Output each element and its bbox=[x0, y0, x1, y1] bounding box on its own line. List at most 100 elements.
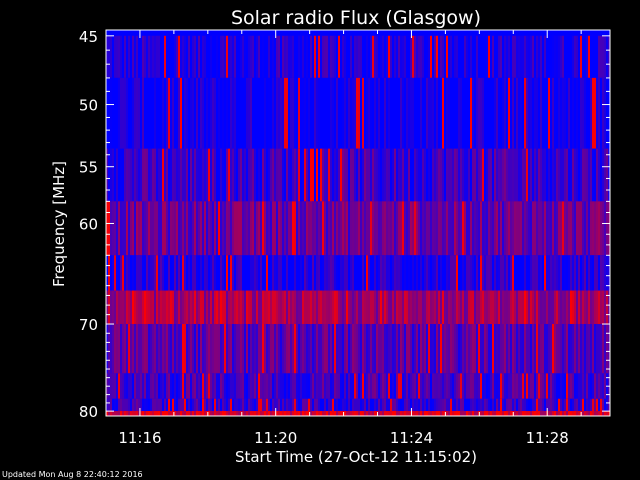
heatmap-cell bbox=[188, 201, 190, 255]
heatmap-cell bbox=[370, 201, 372, 255]
heatmap-cell bbox=[354, 36, 356, 78]
heatmap-cell bbox=[374, 399, 376, 411]
heatmap-cell bbox=[282, 36, 284, 78]
heatmap-cell bbox=[526, 291, 528, 325]
heatmap-cell bbox=[478, 291, 480, 325]
heatmap-cell bbox=[402, 291, 404, 325]
heatmap-cell bbox=[456, 255, 458, 290]
heatmap-cell bbox=[548, 255, 550, 290]
heatmap-cell bbox=[244, 255, 246, 290]
heatmap-cell bbox=[214, 149, 216, 202]
heatmap-cell bbox=[594, 36, 596, 78]
heatmap-cell bbox=[430, 149, 432, 202]
heatmap-cell bbox=[256, 149, 258, 202]
heatmap-cell bbox=[230, 36, 232, 78]
heatmap-cell bbox=[180, 411, 182, 416]
heatmap-cell bbox=[528, 324, 530, 373]
heatmap-cell bbox=[130, 291, 132, 325]
heatmap-cell bbox=[398, 149, 400, 202]
heatmap-cell bbox=[362, 411, 364, 416]
heatmap-cell bbox=[350, 201, 352, 255]
heatmap-cell bbox=[198, 373, 200, 398]
heatmap-cell bbox=[304, 373, 306, 398]
heatmap-cell bbox=[554, 36, 556, 78]
heatmap-cell bbox=[166, 201, 168, 255]
heatmap-cell bbox=[488, 399, 490, 411]
heatmap-cell bbox=[328, 373, 330, 398]
heatmap-cell bbox=[162, 149, 164, 202]
heatmap-cell bbox=[498, 78, 500, 149]
heatmap-cell bbox=[326, 149, 328, 202]
heatmap-cell bbox=[462, 324, 464, 373]
heatmap-cell bbox=[586, 78, 588, 149]
heatmap-cell bbox=[292, 201, 294, 255]
heatmap-cell bbox=[170, 255, 172, 290]
heatmap-cell bbox=[438, 373, 440, 398]
y-tick-label: 50 bbox=[79, 97, 98, 115]
heatmap-cell bbox=[186, 36, 188, 78]
heatmap-cell bbox=[112, 324, 114, 373]
heatmap-cell bbox=[476, 255, 478, 290]
heatmap-cell bbox=[252, 201, 254, 255]
heatmap-cell bbox=[146, 399, 148, 411]
heatmap-cell bbox=[184, 255, 186, 290]
heatmap-cell bbox=[354, 324, 356, 373]
heatmap-cell bbox=[300, 201, 302, 255]
heatmap-cell bbox=[350, 324, 352, 373]
heatmap-cell bbox=[266, 324, 268, 373]
heatmap-cell bbox=[178, 373, 180, 398]
heatmap-cell bbox=[446, 36, 448, 78]
heatmap-cell bbox=[282, 399, 284, 411]
heatmap-cell bbox=[160, 78, 162, 149]
heatmap-cell bbox=[350, 373, 352, 398]
heatmap-cell bbox=[188, 373, 190, 398]
heatmap-cell bbox=[200, 373, 202, 398]
heatmap-cell bbox=[120, 255, 122, 290]
heatmap-cell bbox=[124, 411, 126, 416]
heatmap-cell bbox=[278, 78, 280, 149]
heatmap-cell bbox=[346, 324, 348, 373]
heatmap-cell bbox=[460, 324, 462, 373]
heatmap-cell bbox=[400, 411, 402, 416]
heatmap-cell bbox=[212, 373, 214, 398]
heatmap-cell bbox=[310, 149, 312, 202]
heatmap-cell bbox=[296, 324, 298, 373]
heatmap-cell bbox=[520, 324, 522, 373]
heatmap-cell bbox=[158, 36, 160, 78]
heatmap-cell bbox=[356, 36, 358, 78]
heatmap-cell bbox=[436, 255, 438, 290]
heatmap-cell bbox=[470, 324, 472, 373]
heatmap-cell bbox=[198, 411, 200, 416]
heatmap-cell bbox=[546, 255, 548, 290]
heatmap-cell bbox=[148, 411, 150, 416]
heatmap-cell bbox=[302, 411, 304, 416]
heatmap-cell bbox=[270, 255, 272, 290]
heatmap-cell bbox=[274, 201, 276, 255]
heatmap-cell bbox=[354, 399, 356, 411]
heatmap-cell bbox=[346, 78, 348, 149]
heatmap-cell bbox=[414, 78, 416, 149]
heatmap-cell bbox=[490, 373, 492, 398]
heatmap-cell bbox=[396, 324, 398, 373]
heatmap-cell bbox=[468, 324, 470, 373]
heatmap-cell bbox=[258, 255, 260, 290]
heatmap-cell bbox=[452, 36, 454, 78]
heatmap-cell bbox=[432, 78, 434, 149]
heatmap-cell bbox=[386, 255, 388, 290]
heatmap-cell bbox=[276, 255, 278, 290]
heatmap-cell bbox=[268, 399, 270, 411]
heatmap-cell bbox=[398, 36, 400, 78]
heatmap-cell bbox=[282, 78, 284, 149]
heatmap-cell bbox=[444, 255, 446, 290]
heatmap-cell bbox=[482, 78, 484, 149]
heatmap-cell bbox=[294, 255, 296, 290]
heatmap-cell bbox=[458, 36, 460, 78]
heatmap-cell bbox=[280, 36, 282, 78]
heatmap-cell bbox=[362, 399, 364, 411]
heatmap-cell bbox=[388, 291, 390, 325]
heatmap-cell bbox=[214, 78, 216, 149]
heatmap-cell bbox=[474, 324, 476, 373]
heatmap-cell bbox=[420, 373, 422, 398]
heatmap-cell bbox=[198, 399, 200, 411]
heatmap-cell bbox=[574, 291, 576, 325]
